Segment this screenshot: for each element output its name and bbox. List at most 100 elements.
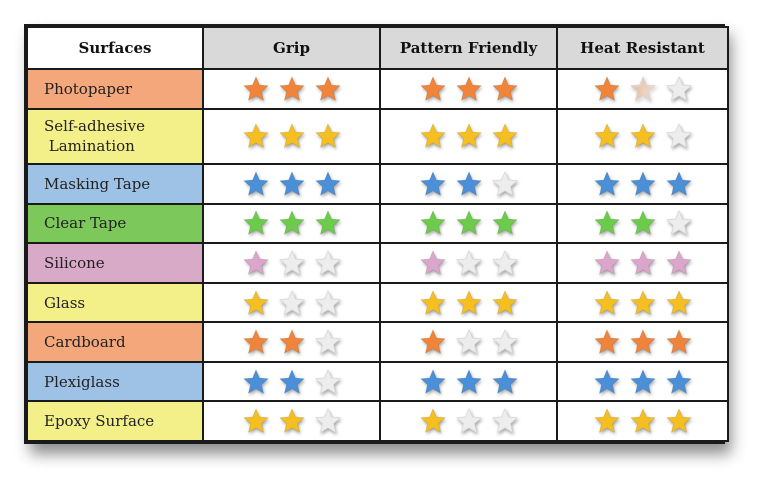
pattern-rating-cell — [381, 109, 556, 164]
star-icon — [629, 368, 656, 394]
star-icon — [593, 171, 620, 196]
star-icon — [491, 368, 518, 394]
star-icon — [491, 329, 518, 354]
grip-rating — [204, 209, 379, 237]
table-row: Cardboard — [28, 323, 727, 361]
heat-rating — [558, 368, 727, 396]
table-row: Clear Tape — [28, 204, 727, 243]
star-icon — [419, 329, 446, 354]
heat-rating-cell — [558, 165, 727, 203]
heat-rating — [558, 249, 727, 277]
star-icon — [593, 408, 620, 433]
grip-rating-cell — [204, 244, 379, 282]
star-icon — [491, 250, 518, 275]
surface-name-line: Photopaper — [44, 79, 133, 98]
star-icon — [278, 123, 305, 149]
pattern-rating — [381, 289, 556, 317]
star-icon — [665, 123, 692, 149]
heat-rating — [558, 209, 727, 237]
star-icon — [455, 210, 482, 236]
star-icon — [629, 250, 656, 275]
grip-rating-cell — [204, 283, 379, 322]
surface-name: Clear Tape — [28, 204, 202, 243]
heat-rating — [558, 75, 727, 103]
star-icon — [593, 210, 620, 236]
table-row: Epoxy Surface — [28, 402, 727, 440]
star-icon — [665, 289, 692, 315]
star-icon — [455, 76, 482, 101]
heat-rating-cell — [558, 362, 727, 401]
star-icon — [455, 408, 482, 433]
pattern-rating — [381, 368, 556, 396]
header-heat-resistant: Heat Resistant — [558, 28, 727, 68]
surface-name-line: Silicone — [44, 253, 105, 272]
pattern-rating-cell — [381, 362, 556, 401]
heat-rating-cell — [558, 204, 727, 243]
header-row: Surfaces Grip Pattern Friendly Heat Resi… — [28, 28, 727, 68]
star-icon — [665, 171, 692, 196]
surface-name: Silicone — [28, 244, 202, 282]
grip-rating — [204, 75, 379, 103]
surface-name-line: Cardboard — [44, 333, 126, 352]
pattern-rating — [381, 249, 556, 277]
star-icon — [455, 289, 482, 315]
star-icon — [278, 210, 305, 236]
header-pattern-friendly: Pattern Friendly — [381, 28, 556, 68]
grip-rating — [204, 122, 379, 150]
grip-rating-cell — [204, 204, 379, 243]
table-row: Plexiglass — [28, 362, 727, 401]
heat-rating — [558, 328, 727, 356]
star-icon — [629, 329, 656, 354]
star-icon — [629, 210, 656, 236]
star-icon — [593, 250, 620, 275]
star-icon — [278, 329, 305, 354]
star-icon — [419, 250, 446, 275]
pattern-rating-cell — [381, 283, 556, 322]
grip-rating — [204, 368, 379, 396]
star-icon — [665, 210, 692, 236]
pattern-rating-cell — [381, 70, 556, 108]
surface-name-line: Masking Tape — [44, 174, 151, 193]
surface-name: Self-adhesive Lamination — [28, 109, 202, 164]
star-icon — [242, 329, 269, 354]
star-icon — [242, 171, 269, 196]
grip-rating-cell — [204, 323, 379, 361]
star-icon — [278, 289, 305, 315]
rating-table: Surfaces Grip Pattern Friendly Heat Resi… — [26, 26, 729, 442]
star-icon — [242, 250, 269, 275]
star-icon — [242, 368, 269, 394]
surface-name-line: Self-adhesive — [44, 117, 145, 136]
star-icon — [455, 250, 482, 275]
heat-rating-cell — [558, 323, 727, 361]
star-icon — [455, 123, 482, 149]
surface-name: Plexiglass — [28, 362, 202, 401]
star-icon — [314, 210, 341, 236]
surface-name-line: Glass — [44, 293, 86, 312]
pattern-rating — [381, 170, 556, 198]
star-icon — [419, 210, 446, 236]
star-icon — [593, 76, 620, 101]
star-icon — [491, 76, 518, 101]
star-icon — [242, 289, 269, 315]
surface-name-line: Clear Tape — [44, 214, 127, 233]
surface-name: Cardboard — [28, 323, 202, 361]
star-icon — [314, 76, 341, 101]
grip-rating — [204, 170, 379, 198]
star-icon — [314, 289, 341, 315]
star-icon — [629, 123, 656, 149]
surface-name-line: Lamination — [44, 137, 135, 156]
star-icon — [419, 368, 446, 394]
star-icon — [242, 408, 269, 433]
star-icon — [593, 123, 620, 149]
heat-rating — [558, 170, 727, 198]
header-grip: Grip — [204, 28, 379, 68]
star-icon — [665, 368, 692, 394]
heat-rating — [558, 289, 727, 317]
heat-rating — [558, 407, 727, 435]
star-icon — [314, 250, 341, 275]
star-icon — [593, 368, 620, 394]
star-icon — [242, 123, 269, 149]
grip-rating — [204, 289, 379, 317]
star-icon — [419, 123, 446, 149]
star-icon — [242, 210, 269, 236]
